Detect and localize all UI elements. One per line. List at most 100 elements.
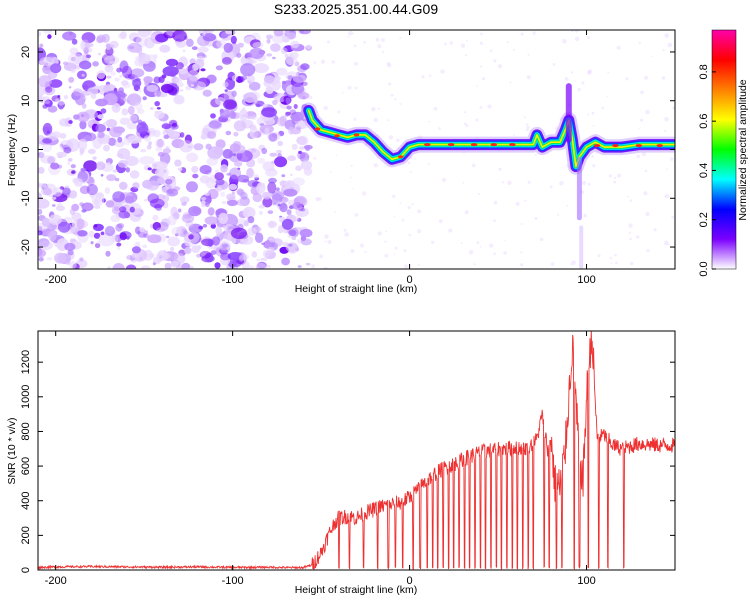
noise-speck xyxy=(606,95,609,98)
noise-blob xyxy=(142,244,148,248)
noise-blob xyxy=(46,257,53,261)
noise-blob xyxy=(198,225,204,230)
noise-blob xyxy=(137,30,152,37)
noise-blob xyxy=(187,145,192,149)
noise-blob xyxy=(227,199,238,206)
noise-blob xyxy=(285,242,299,253)
noise-speck xyxy=(627,195,630,198)
noise-speck xyxy=(562,39,567,44)
noise-speck xyxy=(629,237,632,241)
noise-speck xyxy=(512,48,515,51)
noise-blob xyxy=(51,204,56,207)
noise-blob xyxy=(59,118,70,127)
noise-blob xyxy=(160,83,174,94)
noise-speck xyxy=(614,176,617,180)
noise-blob xyxy=(193,143,204,151)
noise-blob xyxy=(95,161,106,171)
noise-speck xyxy=(664,33,669,38)
noise-blob xyxy=(83,132,97,142)
noise-blob xyxy=(81,209,87,213)
noise-blob xyxy=(38,257,44,262)
x-tick-label: 100 xyxy=(577,575,595,587)
noise-blob xyxy=(299,30,311,35)
noise-blob xyxy=(272,202,276,206)
noise-speck xyxy=(431,240,435,245)
noise-speck xyxy=(388,135,394,140)
noise-blob xyxy=(265,86,274,94)
noise-speck xyxy=(327,239,332,245)
noise-region xyxy=(38,30,675,269)
noise-blob xyxy=(50,63,62,74)
noise-blob xyxy=(132,78,142,88)
noise-blob xyxy=(39,56,55,67)
noise-blob xyxy=(87,148,96,155)
noise-blob xyxy=(306,44,311,50)
noise-blob xyxy=(217,240,231,251)
noise-blob xyxy=(68,190,78,199)
colorbar-tick-label: 0.8 xyxy=(698,64,710,79)
noise-blob xyxy=(38,198,50,209)
noise-blob xyxy=(104,55,120,65)
noise-blob xyxy=(38,166,45,174)
x-tick-label: -100 xyxy=(222,575,244,587)
noise-blob xyxy=(219,109,231,119)
noise-blob xyxy=(305,146,310,152)
noise-blob xyxy=(111,206,121,215)
noise-blob xyxy=(296,138,305,145)
noise-blob xyxy=(150,107,154,110)
noise-blob xyxy=(163,134,170,139)
noise-speck xyxy=(449,41,454,45)
noise-speck xyxy=(636,154,640,159)
noise-blob xyxy=(146,144,152,150)
noise-blob xyxy=(100,174,104,177)
noise-speck xyxy=(615,261,618,265)
noise-speck xyxy=(520,251,523,254)
noise-blob xyxy=(40,155,57,164)
noise-speck xyxy=(407,161,411,165)
noise-blob xyxy=(171,138,185,149)
noise-speck xyxy=(480,65,483,68)
noise-blob xyxy=(154,101,160,107)
noise-blob xyxy=(98,233,115,247)
noise-blob xyxy=(73,114,80,120)
noise-blob xyxy=(284,53,289,58)
noise-blob xyxy=(67,158,73,162)
noise-blob xyxy=(207,207,215,216)
noise-blob xyxy=(58,104,64,110)
noise-blob xyxy=(117,148,131,160)
noise-blob xyxy=(255,103,261,108)
frequency-ridge xyxy=(300,83,675,269)
noise-blob xyxy=(93,224,98,228)
noise-blob xyxy=(196,253,202,258)
noise-blob xyxy=(125,167,130,173)
noise-blob xyxy=(293,74,307,83)
noise-blob xyxy=(181,262,191,269)
noise-blob xyxy=(51,196,57,200)
noise-blob xyxy=(85,54,92,59)
noise-blob xyxy=(107,137,117,146)
noise-speck xyxy=(373,163,378,168)
noise-blob xyxy=(79,60,92,70)
noise-blob xyxy=(262,249,270,258)
noise-speck xyxy=(591,111,595,115)
noise-blob xyxy=(297,92,310,100)
noise-blob xyxy=(228,183,238,190)
noise-blob xyxy=(204,201,210,208)
y-tick-label: 0 xyxy=(20,567,32,573)
noise-speck xyxy=(377,107,380,110)
noise-speck xyxy=(636,235,640,239)
noise-speck xyxy=(324,234,329,239)
noise-blob xyxy=(72,88,83,97)
noise-blob xyxy=(247,227,257,236)
noise-blob xyxy=(43,30,53,35)
noise-blob xyxy=(48,214,62,226)
noise-blob xyxy=(236,52,242,58)
noise-blob xyxy=(267,210,274,215)
noise-blob xyxy=(208,120,222,129)
noise-blob xyxy=(267,181,277,194)
noise-blob xyxy=(280,47,288,55)
noise-blob xyxy=(38,182,42,188)
noise-blob xyxy=(268,133,278,142)
noise-blob xyxy=(88,230,95,238)
y-tick-label: 10 xyxy=(20,95,32,107)
